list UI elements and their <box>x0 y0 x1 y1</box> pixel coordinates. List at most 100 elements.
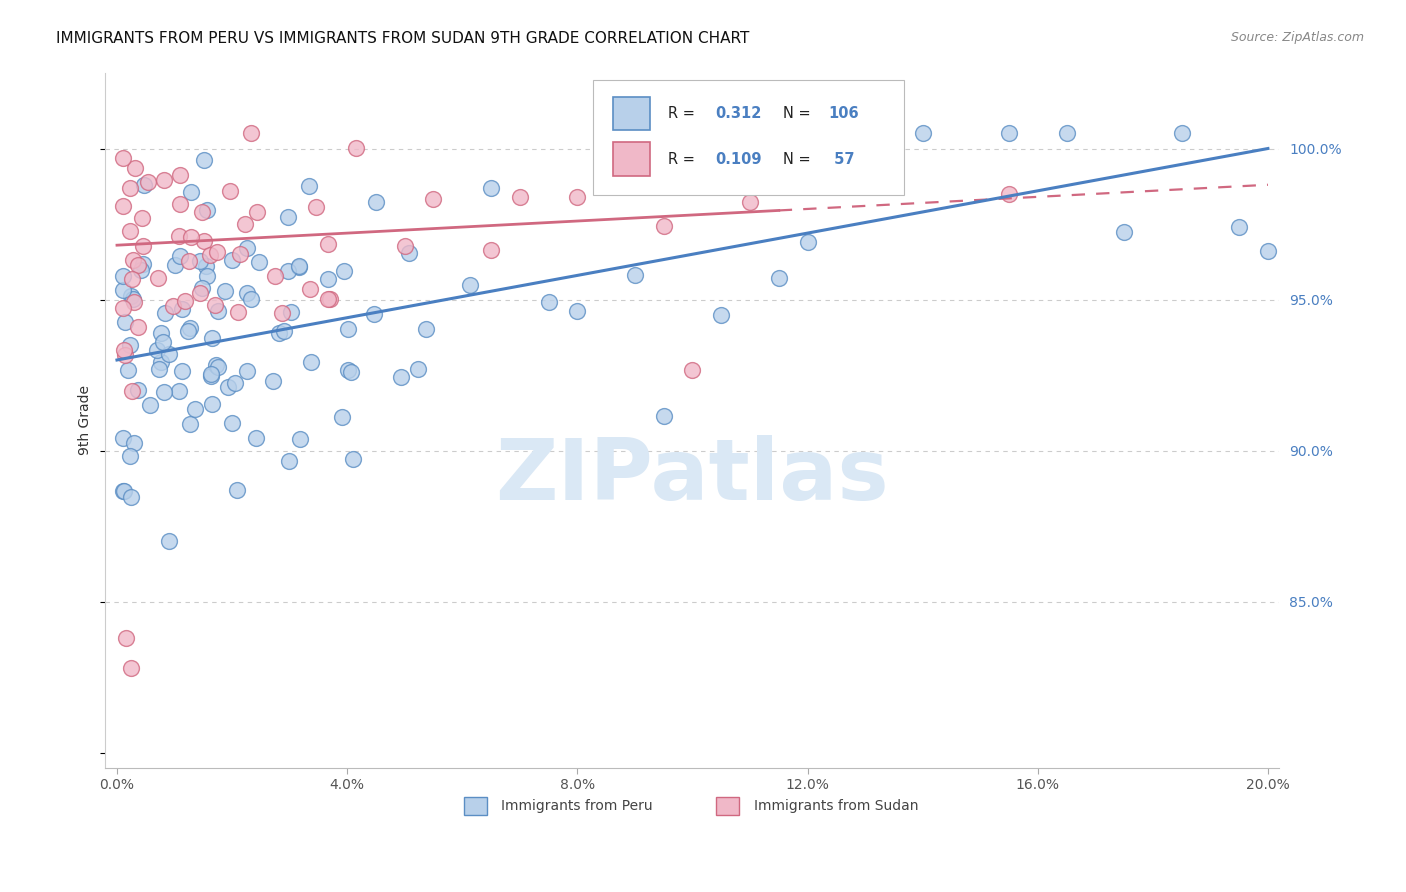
Point <box>121 292 143 306</box>
Point <box>340 365 363 379</box>
Point <box>1112 226 1135 240</box>
Point <box>273 324 295 338</box>
Point <box>681 127 703 141</box>
Point <box>207 360 229 375</box>
Point <box>205 244 228 259</box>
Point <box>191 281 214 295</box>
Point <box>195 269 218 284</box>
Point <box>236 241 259 255</box>
Point <box>681 362 703 376</box>
Point <box>224 376 246 390</box>
Point <box>115 631 138 645</box>
Point <box>263 268 285 283</box>
Point <box>149 326 172 341</box>
Point <box>184 401 207 416</box>
Text: Immigrants from Peru: Immigrants from Peru <box>501 799 652 814</box>
Point <box>188 286 211 301</box>
Point <box>162 300 184 314</box>
Point <box>157 533 180 548</box>
Point <box>221 253 243 268</box>
Point <box>567 303 589 318</box>
Point <box>652 219 675 233</box>
Point <box>537 294 560 309</box>
Text: ZIPatlas: ZIPatlas <box>495 434 890 517</box>
Point <box>169 197 191 211</box>
Point <box>267 326 290 340</box>
Point <box>188 254 211 268</box>
Point <box>118 450 141 464</box>
FancyBboxPatch shape <box>464 797 486 815</box>
Point <box>1227 220 1250 235</box>
Point <box>179 320 201 334</box>
Point <box>299 282 322 296</box>
Point <box>214 284 236 298</box>
Point <box>398 245 420 260</box>
Point <box>112 343 135 357</box>
Point <box>652 409 675 423</box>
Point <box>225 483 247 498</box>
Point <box>127 258 149 272</box>
Point <box>316 292 339 306</box>
Point <box>422 193 444 207</box>
Point <box>236 286 259 301</box>
Point <box>479 243 502 257</box>
Point <box>336 322 359 336</box>
Point <box>288 260 311 275</box>
Point <box>235 217 257 231</box>
Point <box>305 200 328 214</box>
Point <box>911 127 934 141</box>
Point <box>148 361 170 376</box>
FancyBboxPatch shape <box>593 80 904 194</box>
Text: IMMIGRANTS FROM PERU VS IMMIGRANTS FROM SUDAN 9TH GRADE CORRELATION CHART: IMMIGRANTS FROM PERU VS IMMIGRANTS FROM … <box>56 31 749 46</box>
Y-axis label: 9th Grade: 9th Grade <box>79 385 93 456</box>
Point <box>121 272 143 286</box>
Point <box>177 254 200 268</box>
Point <box>180 230 202 244</box>
Point <box>118 224 141 238</box>
Text: 106: 106 <box>828 106 859 120</box>
Point <box>169 168 191 182</box>
Point <box>240 127 263 141</box>
Point <box>134 178 156 193</box>
Point <box>710 308 733 322</box>
Point <box>153 173 176 187</box>
Point <box>288 259 311 273</box>
Point <box>152 385 174 400</box>
Text: 0.109: 0.109 <box>714 152 761 167</box>
Point <box>177 324 200 338</box>
Point <box>132 257 155 271</box>
Point <box>277 210 299 224</box>
Point <box>146 343 169 358</box>
Point <box>738 127 761 141</box>
Text: 0.312: 0.312 <box>714 106 761 120</box>
Point <box>406 361 429 376</box>
FancyBboxPatch shape <box>613 96 650 130</box>
Point <box>796 235 818 250</box>
Point <box>118 180 141 194</box>
Text: Source: ZipAtlas.com: Source: ZipAtlas.com <box>1230 31 1364 45</box>
Point <box>738 195 761 210</box>
Point <box>127 319 149 334</box>
Point <box>114 315 136 329</box>
Point <box>152 335 174 350</box>
Point <box>853 127 876 141</box>
Point <box>363 307 385 321</box>
Point <box>277 264 299 278</box>
Point <box>195 202 218 217</box>
Point <box>336 363 359 377</box>
Point <box>299 354 322 368</box>
Point <box>120 490 142 504</box>
Point <box>330 409 353 424</box>
Point <box>173 293 195 308</box>
Point <box>415 322 437 336</box>
Point <box>246 205 269 219</box>
Text: R =: R = <box>668 152 699 167</box>
Point <box>998 186 1021 201</box>
Point <box>111 151 134 165</box>
Point <box>170 302 193 317</box>
Point <box>346 141 368 155</box>
Point <box>624 268 647 282</box>
Point <box>479 181 502 195</box>
FancyBboxPatch shape <box>613 143 650 176</box>
Point <box>138 398 160 412</box>
